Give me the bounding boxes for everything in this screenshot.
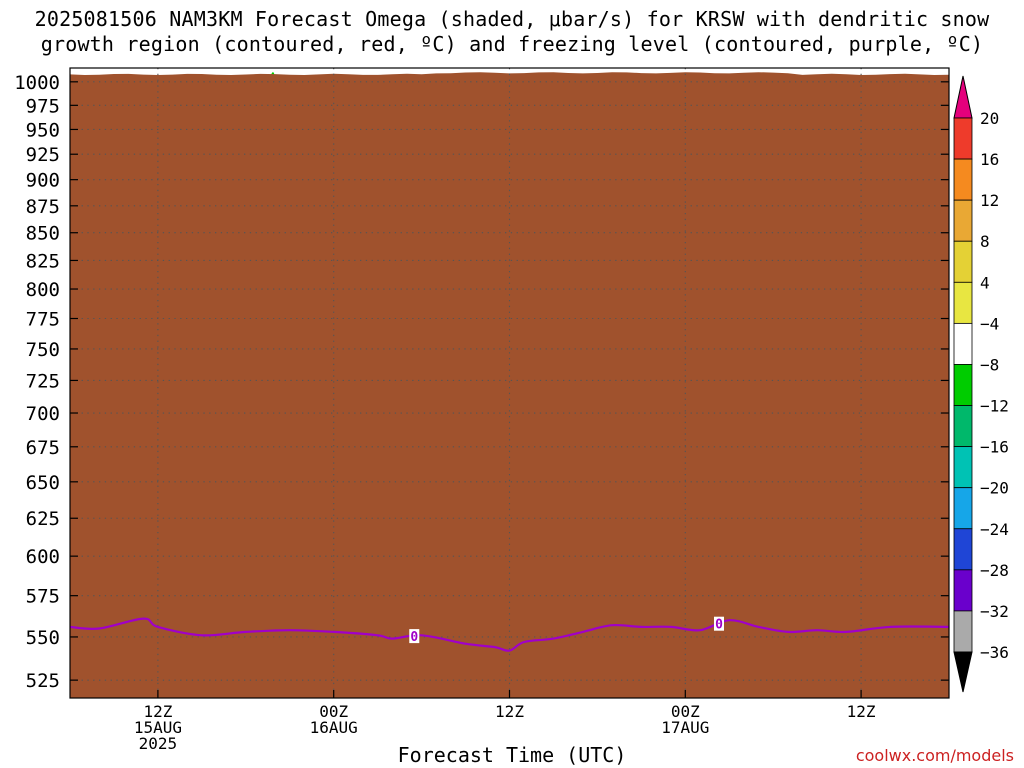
colorbar-segment-7 (953, 405, 973, 448)
colorbar-segment-6 (953, 364, 973, 406)
colorbar-label-1: 16 (980, 150, 999, 169)
y-tick-label-700: 700 (26, 403, 60, 425)
freezing-level-label-1: 0 (715, 618, 723, 633)
y-tick-label-875: 875 (26, 196, 60, 218)
colorbar-segment-11 (953, 569, 973, 612)
y-tick-label-975: 975 (26, 95, 60, 117)
credit-link[interactable]: coolwx.com/models (855, 746, 1014, 765)
x-axis-label: Forecast Time (UTC) (397, 743, 627, 767)
y-tick-label-950: 950 (26, 119, 60, 141)
x-tick-label-42-0: 00Z (671, 702, 700, 721)
chart-title-line-1: 2025081506 NAM3KM Forecast Omega (shaded… (34, 7, 990, 31)
colorbar-label-12: −32 (980, 602, 1009, 621)
y-tick-label-725: 725 (26, 370, 60, 392)
y-tick-label-575: 575 (26, 586, 60, 608)
y-tick-label-625: 625 (26, 508, 60, 530)
colorbar-max-arrow (953, 75, 973, 119)
colorbar-label-7: −12 (980, 397, 1009, 416)
colorbar-segment-0 (953, 117, 973, 160)
y-tick-label-550: 550 (26, 627, 60, 649)
x-tick-label-6-2: 2025 (139, 734, 178, 753)
colorbar-label-2: 12 (980, 191, 999, 210)
y-tick-label-650: 650 (26, 472, 60, 494)
colorbar-segment-1 (953, 158, 973, 201)
colorbar-segment-10 (953, 528, 973, 571)
colorbar-label-11: −28 (980, 561, 1009, 580)
colorbar-min-arrow (953, 651, 973, 693)
colorbar-segment-4 (953, 281, 973, 324)
freezing-level-line (70, 617, 949, 652)
chart-title-line-2: growth region (contoured, red, ºC) and f… (40, 32, 984, 56)
x-tick-label-18-0: 00Z (319, 702, 348, 721)
y-tick-label-525: 525 (26, 670, 60, 692)
y-tick-label-925: 925 (26, 144, 60, 166)
x-tick-label-30-0: 12Z (495, 702, 524, 721)
colorbar-segment-2 (953, 199, 973, 242)
y-tick-label-600: 600 (26, 546, 60, 568)
colorbar-label-4: 4 (980, 273, 990, 292)
colorbar-label-5: −4 (980, 314, 999, 333)
colorbar-label-10: −24 (980, 520, 1009, 539)
colorbar-segment-12 (953, 610, 973, 653)
colorbar-segment-3 (953, 240, 973, 283)
y-tick-label-800: 800 (26, 279, 60, 301)
y-tick-label-675: 675 (26, 437, 60, 459)
colorbar-segment-8 (953, 446, 973, 489)
y-tick-label-1000: 1000 (14, 72, 60, 94)
y-tick-label-750: 750 (26, 339, 60, 361)
freezing-level-label-0: 0 (410, 630, 418, 645)
y-tick-label-900: 900 (26, 170, 60, 192)
colorbar-label-3: 8 (980, 232, 990, 251)
y-tick-label-825: 825 (26, 250, 60, 272)
colorbar-label-8: −16 (980, 438, 1009, 457)
y-tick-label-850: 850 (26, 223, 60, 245)
terrain-band (70, 72, 949, 698)
x-tick-label-54-0: 12Z (847, 702, 876, 721)
colorbar-segment-9 (953, 487, 973, 530)
y-tick-label-775: 775 (26, 309, 60, 331)
colorbar-label-6: −8 (980, 355, 999, 374)
x-tick-label-6-1: 15AUG (134, 718, 182, 737)
colorbar-label-9: −20 (980, 479, 1009, 498)
colorbar-segment-5 (953, 322, 973, 365)
colorbar-label-13: −36 (980, 643, 1009, 662)
colorbar-label-0: 20 (980, 109, 999, 128)
x-tick-label-42-1: 17AUG (661, 718, 709, 737)
x-tick-label-18-1: 16AUG (310, 718, 358, 737)
x-tick-label-6-0: 12Z (143, 702, 172, 721)
